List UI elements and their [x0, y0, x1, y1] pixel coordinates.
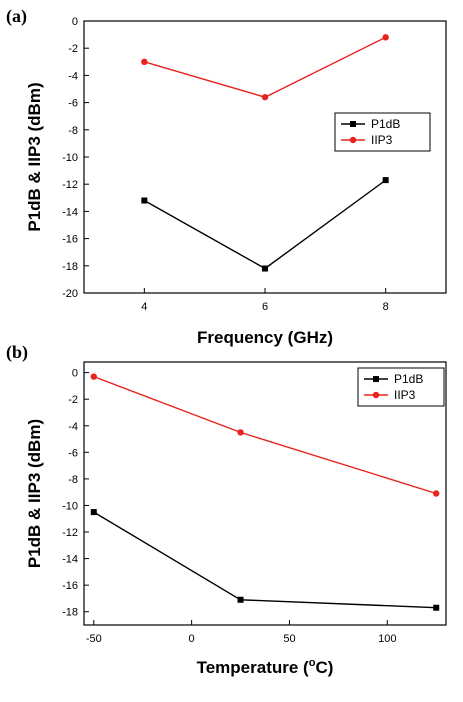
legend-label-iip3: IIP3 — [394, 388, 416, 402]
chart-panel-b: (b) 0 -2 -4 -6 -8 -10 -12 -14 -16 -18 -50 0 50 100 Temp… — [6, 342, 447, 677]
x-tick-label: 50 — [283, 633, 295, 645]
y-tick-label: -2 — [68, 394, 78, 406]
data-point-p1db — [382, 177, 389, 184]
y-axis-title: P1dB & IIP3 (dBm) — [25, 419, 44, 568]
x-axis-title: Frequency (GHz) — [197, 328, 333, 347]
y-tick-label: -4 — [68, 70, 78, 82]
data-point-p1db — [237, 596, 244, 603]
y-tick-label: -14 — [62, 554, 78, 566]
legend-label-p1db: P1dB — [394, 372, 423, 386]
legend: P1dB IIP3 — [334, 112, 431, 152]
legend-box — [357, 367, 445, 407]
panel-label: (a) — [6, 6, 27, 27]
data-point-iip3 — [237, 429, 244, 436]
data-point-iip3 — [261, 93, 269, 101]
data-point-iip3 — [141, 58, 148, 65]
y-tick-label: -8 — [68, 125, 78, 137]
y-tick-label: -10 — [62, 500, 78, 512]
y-tick-label: -18 — [62, 607, 78, 619]
x-tick-label: 6 — [262, 301, 268, 313]
chart-panel-a: (a) 0 -2 -4 -6 -8 -10 -12 -14 -16 -18 -20 4 6 8 Frequen… — [6, 6, 447, 347]
y-tick-label: -10 — [62, 152, 78, 164]
legend-label-p1db: P1dB — [371, 117, 400, 131]
legend-marker-iip3 — [372, 391, 380, 399]
data-point-p1db — [433, 604, 440, 611]
y-tick-label: -20 — [62, 288, 78, 300]
y-tick-label: -8 — [68, 474, 78, 486]
data-point-iip3 — [382, 34, 389, 41]
data-point-iip3 — [433, 490, 440, 497]
y-tick-label: -16 — [62, 580, 78, 592]
y-tick-label: -16 — [62, 234, 78, 246]
data-point-p1db — [262, 265, 268, 272]
x-tick-label: 0 — [189, 633, 195, 645]
y-tick-label: -6 — [68, 98, 78, 110]
y-tick-label: -4 — [68, 421, 78, 433]
x-tick-label: 4 — [141, 301, 147, 313]
data-point-p1db — [141, 197, 148, 204]
y-tick-label: -14 — [62, 206, 78, 218]
x-tick-label: 8 — [383, 301, 389, 313]
series-line-p1db — [93, 511, 437, 609]
y-tick-label: -12 — [62, 527, 78, 539]
legend-marker-p1db — [373, 376, 379, 382]
plot-frame — [83, 361, 447, 626]
y-tick-label: -2 — [68, 43, 78, 55]
x-tick-label: -50 — [86, 633, 102, 645]
y-tick-label: -6 — [68, 447, 78, 459]
legend-marker-p1db — [350, 121, 356, 127]
y-tick-label: 0 — [72, 16, 78, 28]
series-line-iip3 — [144, 36, 387, 98]
y-tick-label: -12 — [62, 179, 78, 191]
legend: P1dB IIP3 — [357, 367, 445, 407]
legend-box — [334, 112, 431, 152]
panel-label: (b) — [6, 342, 28, 363]
series-line-p1db — [143, 179, 387, 270]
y-axis-title: P1dB & IIP3 (dBm) — [25, 82, 44, 231]
x-axis-title: Temperature (oC) — [197, 657, 334, 677]
y-tick-label: 0 — [72, 368, 78, 380]
x-tick-label: 100 — [378, 633, 396, 645]
y-tick-label: -18 — [62, 261, 78, 273]
data-point-p1db — [90, 509, 97, 516]
legend-marker-iip3 — [349, 136, 357, 144]
legend-label-iip3: IIP3 — [371, 133, 393, 147]
data-point-iip3 — [90, 373, 97, 380]
plot-frame — [83, 20, 447, 294]
